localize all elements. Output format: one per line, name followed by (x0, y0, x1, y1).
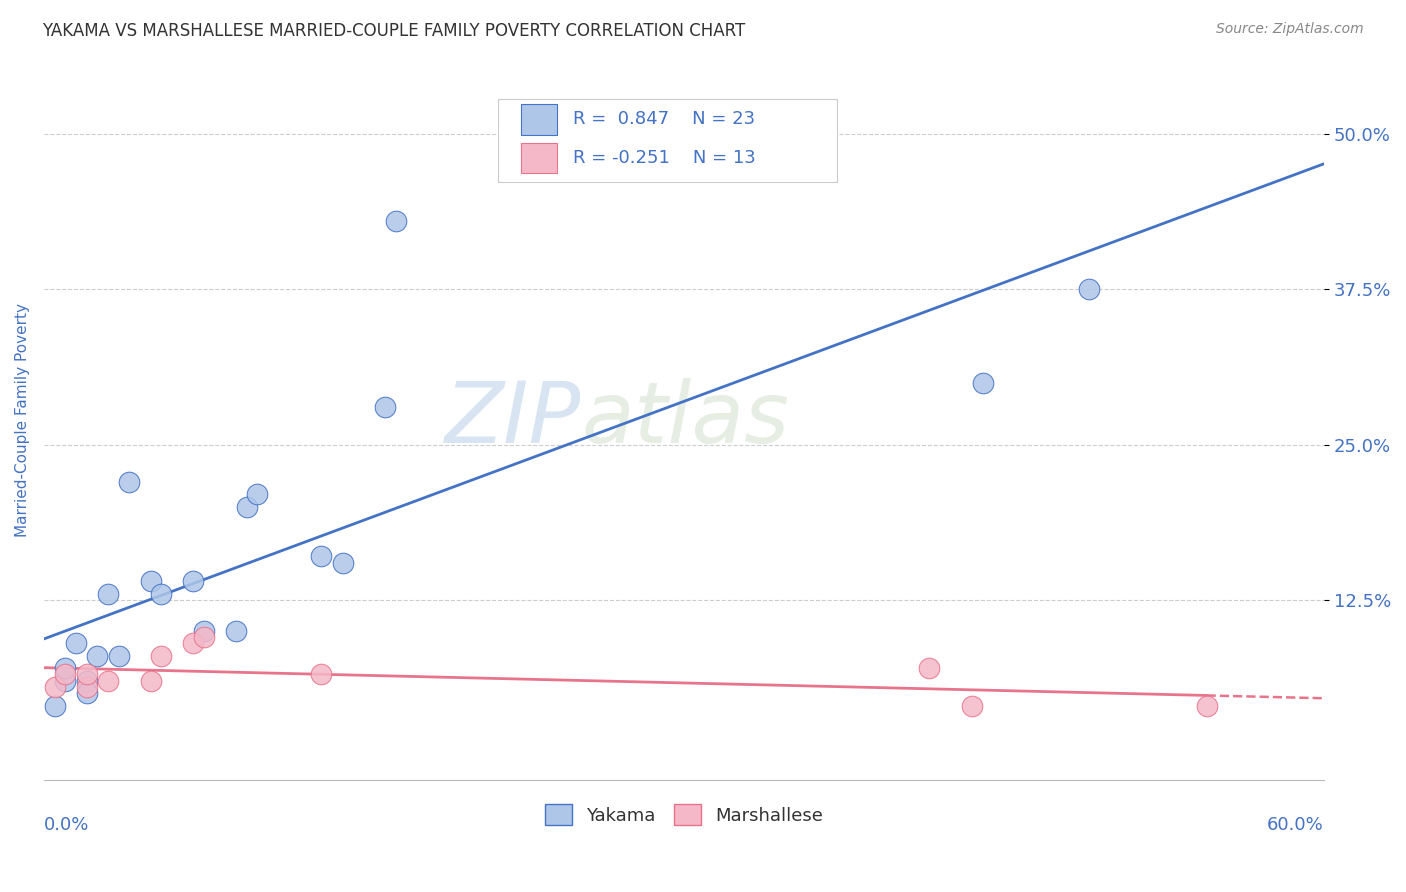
Point (139, 574, 162, 589)
Point (44, 698, 66, 713)
Point (193, 624, 215, 638)
Text: R =  0.847    N = 23: R = 0.847 N = 23 (572, 111, 755, 128)
Point (918, 661, 941, 675)
Bar (522, 104, 557, 135)
Text: YAKAMA VS MARSHALLESE MARRIED-COUPLE FAMILY POVERTY CORRELATION CHART: YAKAMA VS MARSHALLESE MARRIED-COUPLE FAM… (42, 22, 745, 40)
Point (139, 673, 162, 688)
Point (972, 376, 994, 390)
Point (309, 549, 332, 564)
Point (97, 587, 120, 601)
Point (235, 500, 257, 514)
Point (53, 667, 76, 681)
Point (181, 574, 204, 589)
Point (76, 673, 98, 688)
Point (97, 673, 120, 688)
Point (107, 648, 129, 663)
Point (225, 624, 247, 638)
Point (65, 636, 87, 650)
Text: atlas: atlas (582, 378, 790, 461)
Point (150, 648, 173, 663)
Point (53, 661, 76, 675)
Point (76, 680, 98, 694)
Text: R = -0.251    N = 13: R = -0.251 N = 13 (572, 149, 755, 168)
Point (193, 630, 215, 644)
Point (1195, 698, 1218, 713)
Point (76, 686, 98, 700)
Point (150, 587, 173, 601)
Point (960, 698, 983, 713)
Point (44, 680, 66, 694)
Point (53, 673, 76, 688)
Text: ZIP: ZIP (446, 378, 582, 461)
Text: 60.0%: 60.0% (1267, 816, 1324, 834)
Y-axis label: Married-Couple Family Poverty: Married-Couple Family Poverty (15, 302, 30, 537)
Point (246, 487, 269, 501)
Point (181, 636, 204, 650)
Text: 0.0%: 0.0% (44, 816, 89, 834)
Point (76, 667, 98, 681)
Point (332, 556, 354, 570)
Text: Source: ZipAtlas.com: Source: ZipAtlas.com (1216, 22, 1364, 37)
FancyBboxPatch shape (498, 99, 838, 182)
Legend: Yakama, Marshallese: Yakama, Marshallese (537, 797, 831, 832)
Point (385, 214, 408, 228)
Bar (522, 144, 557, 173)
Point (309, 667, 332, 681)
Point (86, 648, 108, 663)
Point (374, 401, 396, 415)
Point (118, 475, 141, 489)
Point (1078, 282, 1101, 296)
